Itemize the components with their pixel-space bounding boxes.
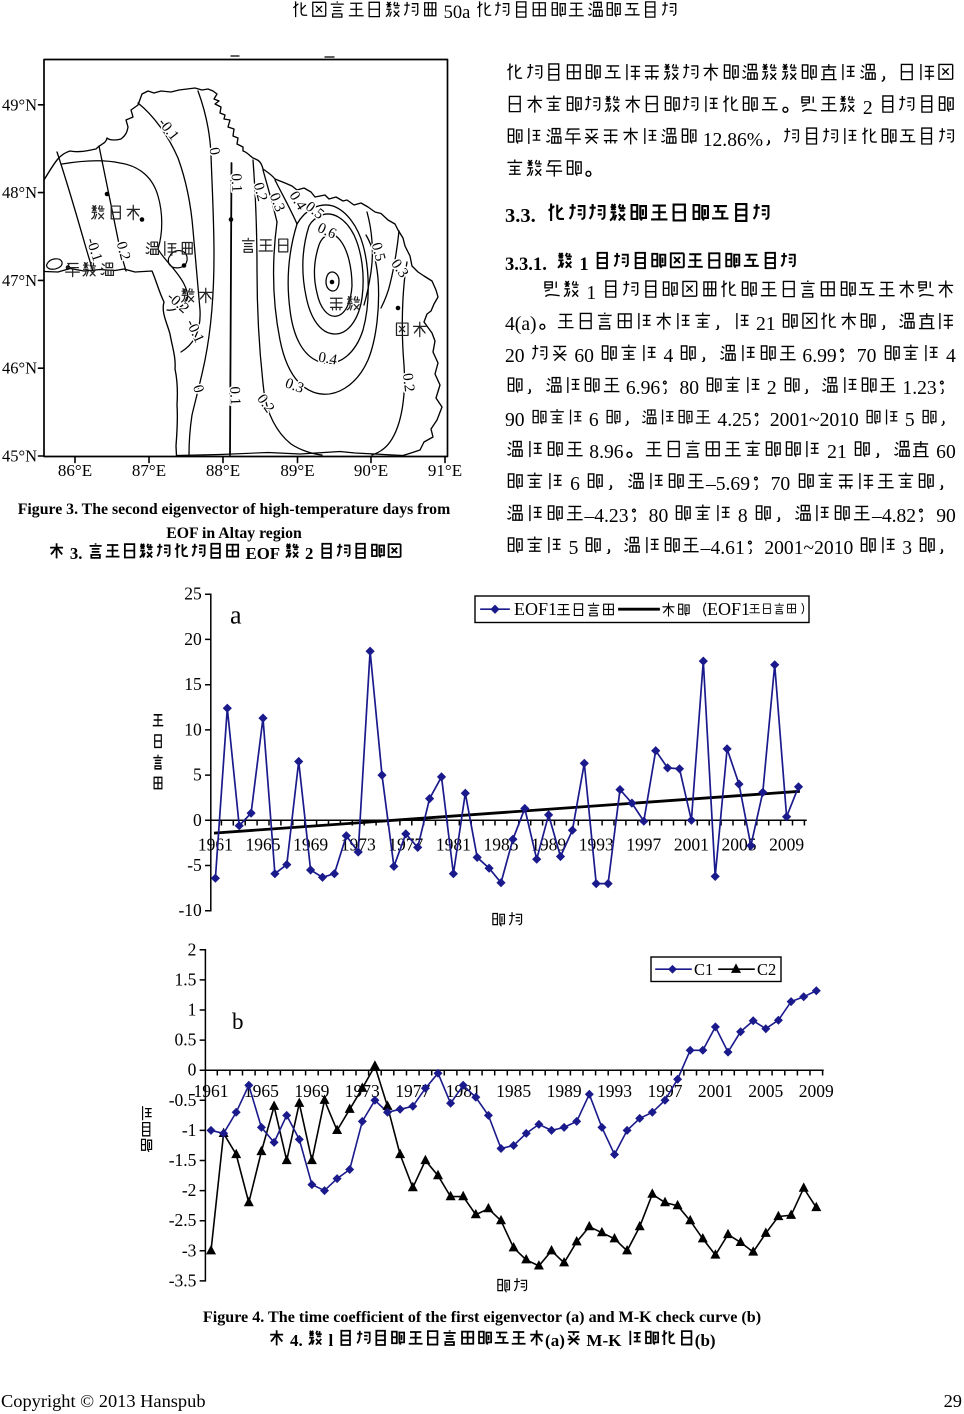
svg-text:0.3: 0.3 bbox=[283, 376, 306, 397]
svg-text:20: 20 bbox=[184, 629, 202, 649]
svg-text:1993: 1993 bbox=[579, 834, 614, 854]
svg-text:5: 5 bbox=[193, 765, 202, 785]
svg-text:-2: -2 bbox=[182, 1180, 197, 1200]
svg-text:1993: 1993 bbox=[597, 1081, 632, 1101]
svg-text:91°E: 91°E bbox=[428, 461, 462, 480]
svg-text:0.5: 0.5 bbox=[368, 241, 388, 263]
svg-text:0.1: 0.1 bbox=[226, 386, 243, 405]
svg-text:15: 15 bbox=[184, 674, 202, 694]
svg-text:86°E: 86°E bbox=[58, 461, 92, 480]
svg-text:46°N: 46°N bbox=[2, 359, 37, 378]
svg-text:-2.5: -2.5 bbox=[169, 1210, 197, 1230]
svg-text:0.1: 0.1 bbox=[228, 173, 245, 192]
svg-text:2005: 2005 bbox=[722, 834, 757, 854]
svg-text:1969: 1969 bbox=[293, 834, 328, 854]
svg-text:47°N: 47°N bbox=[2, 271, 37, 290]
svg-text:-1.5: -1.5 bbox=[169, 1150, 197, 1170]
svg-text:1965: 1965 bbox=[246, 834, 281, 854]
svg-text:2005: 2005 bbox=[748, 1081, 783, 1101]
svg-text:C1: C1 bbox=[694, 960, 713, 979]
svg-text:1: 1 bbox=[188, 1000, 197, 1020]
svg-text:2: 2 bbox=[188, 940, 197, 959]
svg-text:-0.1: -0.1 bbox=[155, 115, 182, 144]
svg-text:1961: 1961 bbox=[198, 834, 233, 854]
svg-text:10: 10 bbox=[184, 719, 202, 739]
svg-text:1989: 1989 bbox=[547, 1081, 582, 1101]
svg-text:1981: 1981 bbox=[436, 834, 471, 854]
svg-text:a: a bbox=[230, 601, 242, 630]
svg-text:0: 0 bbox=[193, 810, 202, 830]
svg-text:0.2: 0.2 bbox=[250, 181, 270, 203]
svg-text:1985: 1985 bbox=[496, 1081, 531, 1101]
svg-text:89°E: 89°E bbox=[280, 461, 314, 480]
svg-text:0.5: 0.5 bbox=[175, 1030, 197, 1050]
svg-text:C2: C2 bbox=[757, 960, 776, 979]
svg-text:2009: 2009 bbox=[769, 834, 804, 854]
svg-text:88°E: 88°E bbox=[206, 461, 240, 480]
svg-text:-0.1: -0.1 bbox=[182, 317, 207, 345]
svg-text:1969: 1969 bbox=[294, 1081, 329, 1101]
svg-text:EOF1: EOF1 bbox=[514, 599, 557, 619]
svg-text:90°E: 90°E bbox=[354, 461, 388, 480]
svg-text:0.2: 0.2 bbox=[113, 240, 133, 262]
svg-text:87°E: 87°E bbox=[132, 461, 166, 480]
svg-text:2001: 2001 bbox=[698, 1081, 733, 1101]
svg-text:EOF1: EOF1 bbox=[707, 599, 750, 619]
svg-text:1977: 1977 bbox=[395, 1081, 430, 1101]
svg-text:b: b bbox=[232, 1009, 244, 1034]
svg-text:1961: 1961 bbox=[194, 1081, 229, 1101]
svg-text:-0.5: -0.5 bbox=[169, 1090, 197, 1110]
svg-text:0.4: 0.4 bbox=[317, 350, 339, 369]
svg-text:-0.1: -0.1 bbox=[83, 236, 106, 264]
svg-text:2009: 2009 bbox=[799, 1081, 834, 1101]
svg-text:1977: 1977 bbox=[388, 834, 423, 854]
svg-text:-3.5: -3.5 bbox=[169, 1270, 197, 1290]
svg-text:0.6: 0.6 bbox=[315, 220, 339, 243]
svg-text:1989: 1989 bbox=[531, 834, 566, 854]
svg-text:-10: -10 bbox=[178, 900, 202, 920]
svg-text:48°N: 48°N bbox=[2, 183, 37, 202]
svg-text:-5: -5 bbox=[187, 855, 202, 875]
svg-text:0.3: 0.3 bbox=[387, 256, 411, 281]
svg-text:-1: -1 bbox=[182, 1120, 197, 1140]
svg-text:0: 0 bbox=[188, 1060, 197, 1080]
svg-text:25: 25 bbox=[184, 584, 202, 604]
svg-text:45°N: 45°N bbox=[2, 447, 37, 466]
svg-text:2001: 2001 bbox=[674, 834, 709, 854]
svg-text:-3: -3 bbox=[182, 1240, 197, 1260]
svg-text:1.5: 1.5 bbox=[175, 969, 197, 989]
svg-text:0: 0 bbox=[205, 146, 222, 156]
svg-text:49°N: 49°N bbox=[2, 95, 37, 114]
svg-text:0.2: 0.2 bbox=[399, 372, 417, 393]
svg-text:0.2: 0.2 bbox=[253, 391, 277, 416]
svg-text:1981: 1981 bbox=[446, 1081, 481, 1101]
svg-text:1997: 1997 bbox=[626, 834, 661, 854]
